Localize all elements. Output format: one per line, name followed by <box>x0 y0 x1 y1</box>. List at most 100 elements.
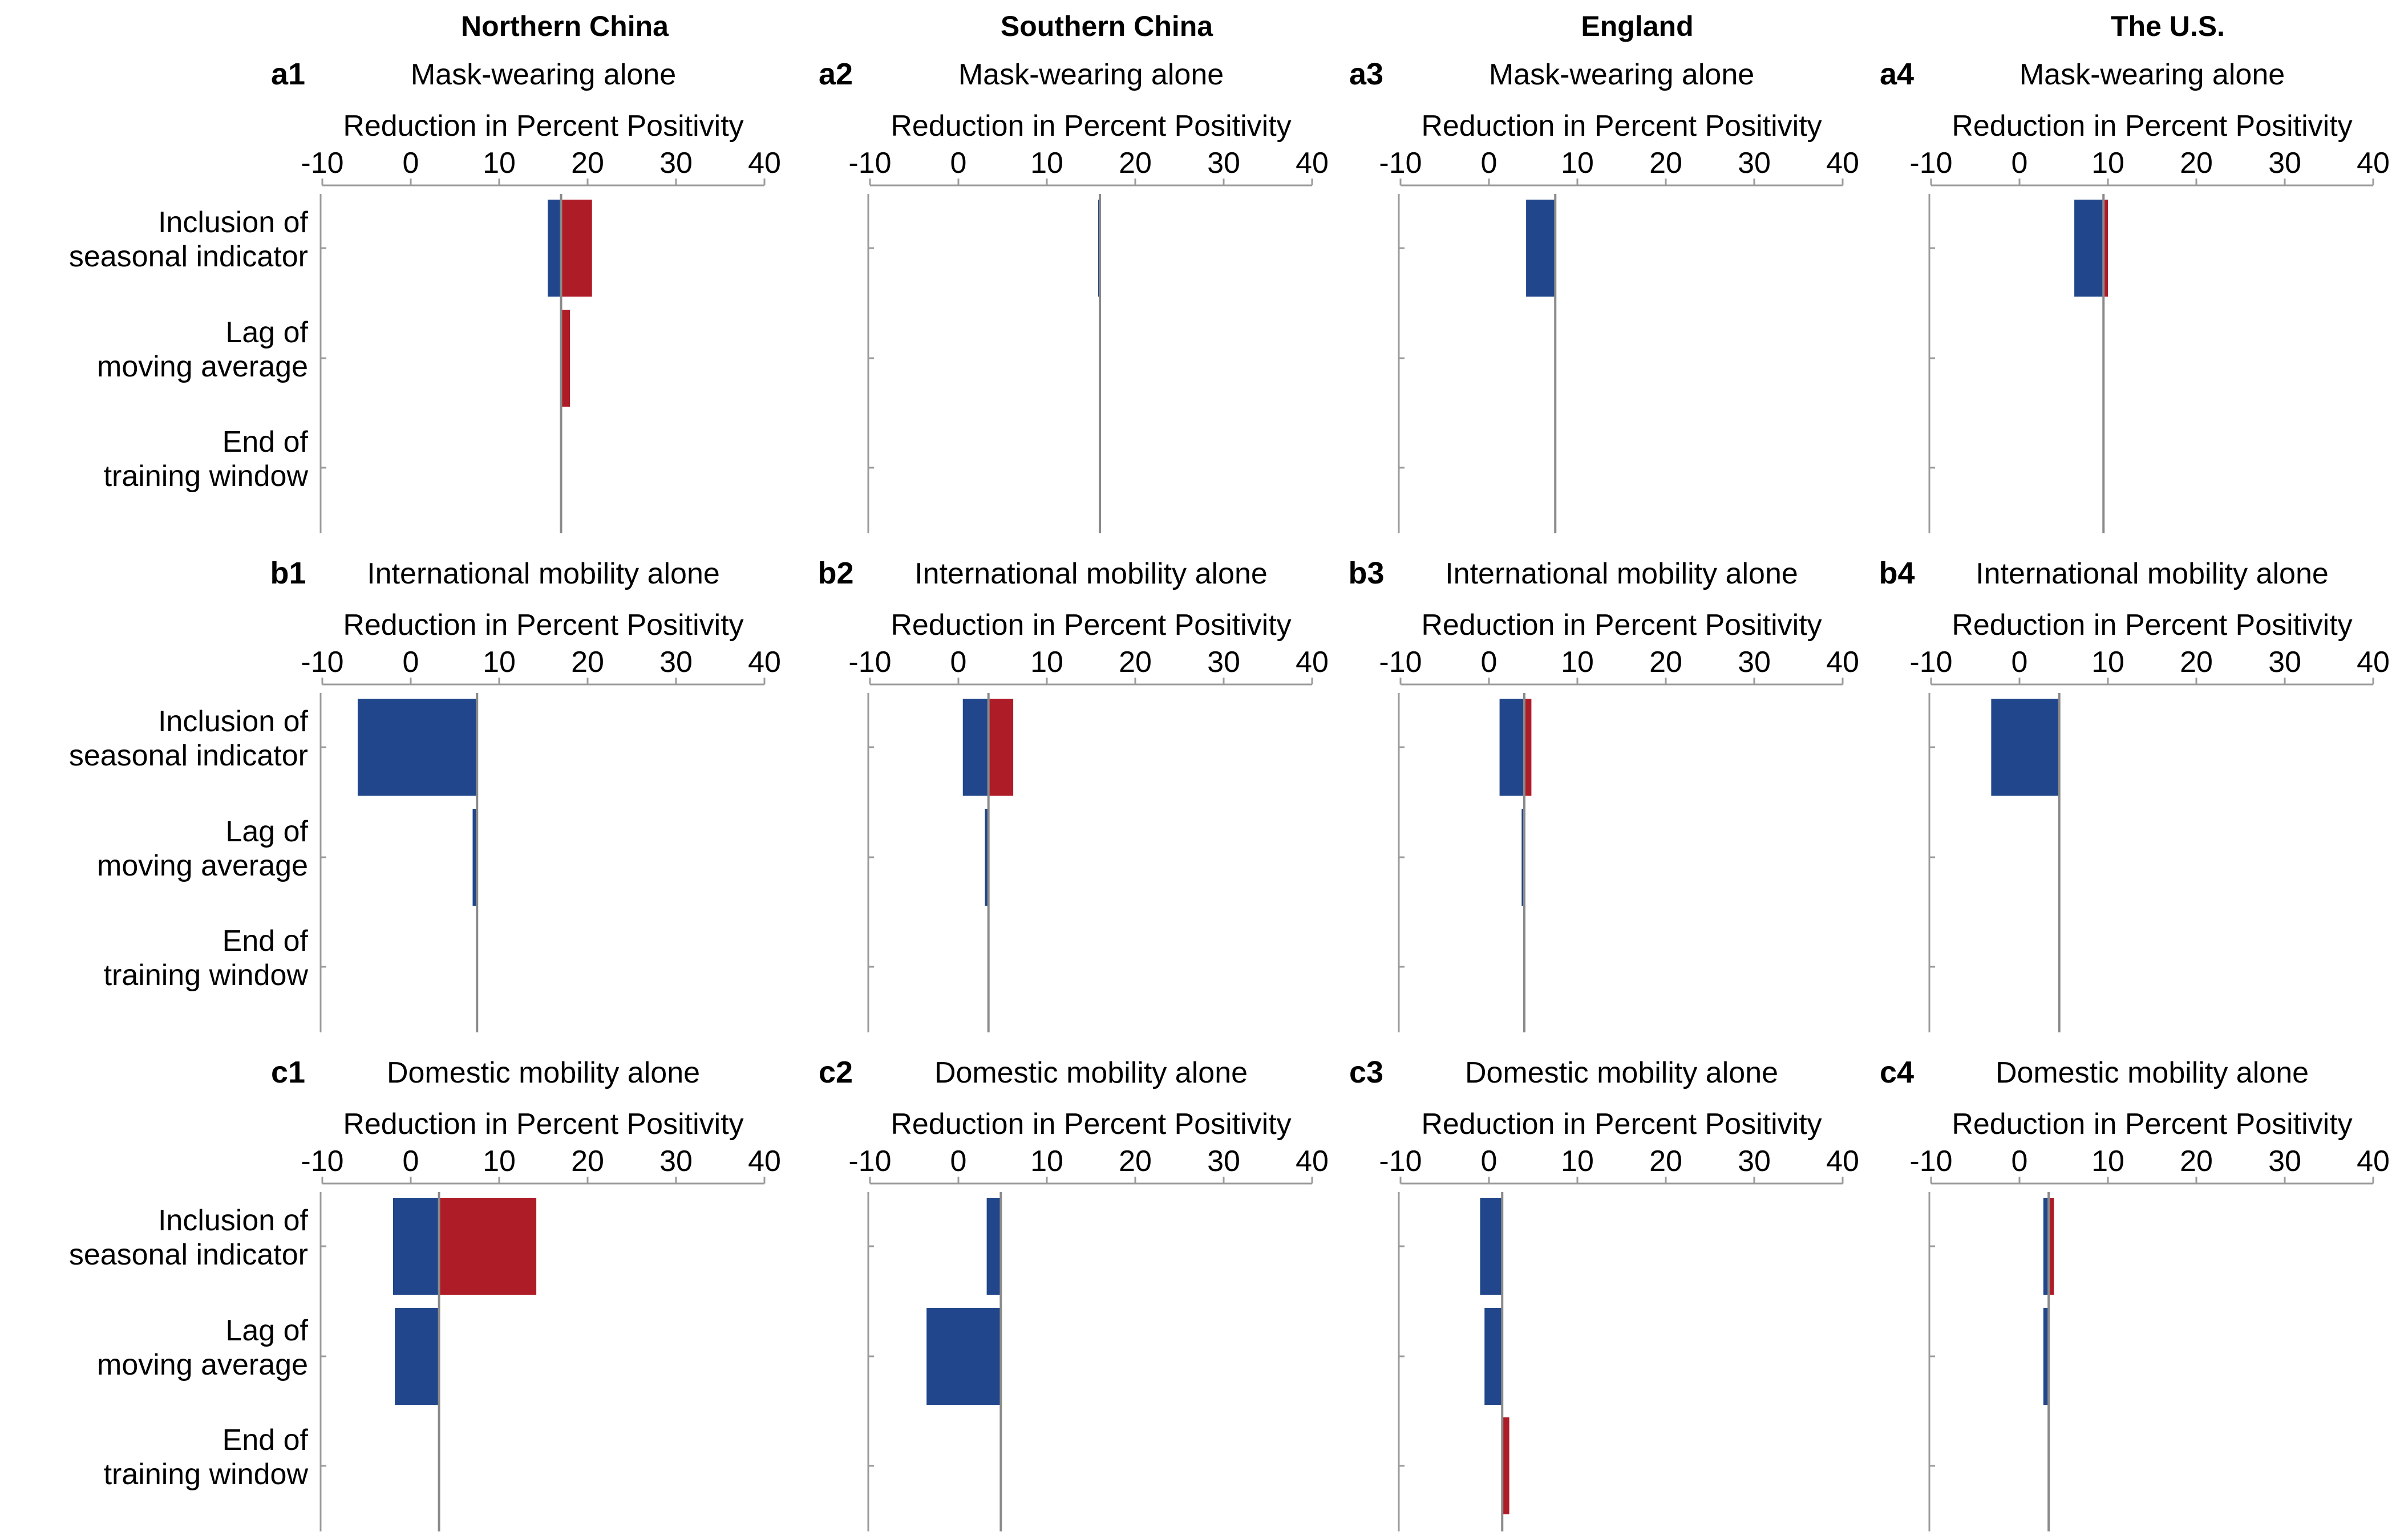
x-tick-label: 10 <box>1561 147 1594 180</box>
x-tick-label: 20 <box>2180 1145 2213 1178</box>
x-tick-label: -10 <box>1909 147 1952 180</box>
x-tick-label: -10 <box>301 147 343 180</box>
x-tick-label: 20 <box>1649 147 1682 180</box>
x-axis-title: Reduction in Percent Positivity <box>891 110 1291 143</box>
bar-segment-negative <box>986 1198 1001 1295</box>
panel-label: a3 <box>1349 57 1383 91</box>
x-tick-label: 40 <box>748 147 781 180</box>
x-tick-label: 10 <box>483 147 516 180</box>
panel-title: International mobility alone <box>1976 557 2329 590</box>
x-tick-label: -10 <box>1379 147 1422 180</box>
x-tick-label: 40 <box>1826 1145 1859 1178</box>
bar-segment-negative <box>1526 200 1556 297</box>
panel-title: Domestic mobility alone <box>1996 1056 2309 1089</box>
panel-label: c4 <box>1880 1055 1914 1089</box>
x-axis-title: Reduction in Percent Positivity <box>891 609 1291 642</box>
bar-segment-negative <box>1480 1198 1503 1295</box>
x-tick-label: -10 <box>301 646 343 679</box>
x-tick-label: 20 <box>1119 1145 1152 1178</box>
x-axis-title: Reduction in Percent Positivity <box>891 1108 1291 1141</box>
bar-segment-positive <box>561 200 592 297</box>
x-tick-label: 0 <box>950 1145 967 1178</box>
panel-label: c3 <box>1349 1055 1383 1089</box>
panel-title: International mobility alone <box>914 557 1268 590</box>
x-tick-label: 0 <box>1481 147 1498 180</box>
x-tick-label: -10 <box>1909 1145 1952 1178</box>
x-tick-label: 10 <box>1030 1145 1063 1178</box>
bar-segment-positive <box>2049 1198 2054 1295</box>
x-tick-label: -10 <box>848 1145 891 1178</box>
x-tick-label: -10 <box>301 1145 343 1178</box>
category-label: training window <box>104 959 309 992</box>
panel-label: c1 <box>271 1055 305 1089</box>
category-label: seasonal indicator <box>69 240 308 273</box>
panel-label: b3 <box>1348 556 1384 590</box>
bar-segment-negative <box>393 1198 439 1295</box>
bar-segment-negative <box>1991 699 2059 796</box>
x-tick-label: 30 <box>1207 646 1240 679</box>
x-axis-title: Reduction in Percent Positivity <box>1421 110 1822 143</box>
x-tick-label: 10 <box>2091 646 2124 679</box>
panel-label: c2 <box>819 1055 853 1089</box>
x-tick-label: 30 <box>2268 646 2301 679</box>
x-tick-label: -10 <box>1909 646 1952 679</box>
x-tick-label: 20 <box>1119 147 1152 180</box>
x-tick-label: 40 <box>748 1145 781 1178</box>
x-tick-label: 0 <box>403 1145 419 1178</box>
column-title: Southern China <box>1001 10 1213 42</box>
x-tick-label: 30 <box>1738 147 1771 180</box>
x-tick-label: 40 <box>2357 147 2390 180</box>
bar-segment-negative <box>2043 1198 2049 1295</box>
x-tick-label: 20 <box>2180 147 2213 180</box>
x-axis-title: Reduction in Percent Positivity <box>1952 110 2352 143</box>
x-tick-label: 30 <box>2268 147 2301 180</box>
category-label: Inclusion of <box>158 1204 309 1237</box>
category-label: Lag of <box>225 316 308 349</box>
x-tick-label: 30 <box>1207 147 1240 180</box>
x-tick-label: 10 <box>2091 1145 2124 1178</box>
bar-segment-negative <box>395 1308 439 1405</box>
x-tick-label: 40 <box>1826 147 1859 180</box>
x-axis-title: Reduction in Percent Positivity <box>1952 1108 2352 1141</box>
x-tick-label: 0 <box>2011 646 2028 679</box>
x-tick-label: 30 <box>659 1145 693 1178</box>
x-axis-title: Reduction in Percent Positivity <box>1952 609 2352 642</box>
x-tick-label: 0 <box>1481 1145 1498 1178</box>
x-tick-label: 40 <box>748 646 781 679</box>
x-tick-label: 0 <box>950 147 967 180</box>
x-tick-label: 0 <box>2011 1145 2028 1178</box>
panel-label: b1 <box>270 556 306 590</box>
x-tick-label: 0 <box>403 646 419 679</box>
x-axis-title: Reduction in Percent Positivity <box>1421 609 1822 642</box>
panel-label: a4 <box>1880 57 1914 91</box>
column-title: The U.S. <box>2111 10 2225 42</box>
bar-segment-negative <box>1499 699 1524 796</box>
category-label: Lag of <box>225 815 308 848</box>
panel-title: Mask-wearing alone <box>958 58 1224 91</box>
category-label: Inclusion of <box>158 705 309 738</box>
x-tick-label: 30 <box>1207 1145 1240 1178</box>
x-tick-label: 20 <box>1119 646 1152 679</box>
x-tick-label: 40 <box>1296 147 1329 180</box>
x-tick-label: 10 <box>483 646 516 679</box>
bar-segment-negative <box>472 809 477 906</box>
x-tick-label: 20 <box>571 147 604 180</box>
x-tick-label: 10 <box>1030 147 1063 180</box>
panel-title: Domestic mobility alone <box>1465 1056 1778 1089</box>
x-tick-label: 20 <box>571 1145 604 1178</box>
x-tick-label: 20 <box>2180 646 2213 679</box>
x-tick-label: 0 <box>1481 646 1498 679</box>
category-label: seasonal indicator <box>69 739 308 772</box>
bar-segment-negative <box>2043 1308 2049 1405</box>
category-label: seasonal indicator <box>69 1238 308 1271</box>
panel-label: b2 <box>817 556 853 590</box>
x-tick-label: 0 <box>403 147 419 180</box>
x-tick-label: 10 <box>483 1145 516 1178</box>
panel-title: Mask-wearing alone <box>411 58 676 91</box>
panel-label: b4 <box>1879 556 1915 590</box>
panel-label: a2 <box>819 57 853 91</box>
bar-segment-negative <box>926 1308 1001 1405</box>
bar-segment-negative <box>358 699 477 796</box>
bar-segment-negative <box>1484 1308 1503 1405</box>
